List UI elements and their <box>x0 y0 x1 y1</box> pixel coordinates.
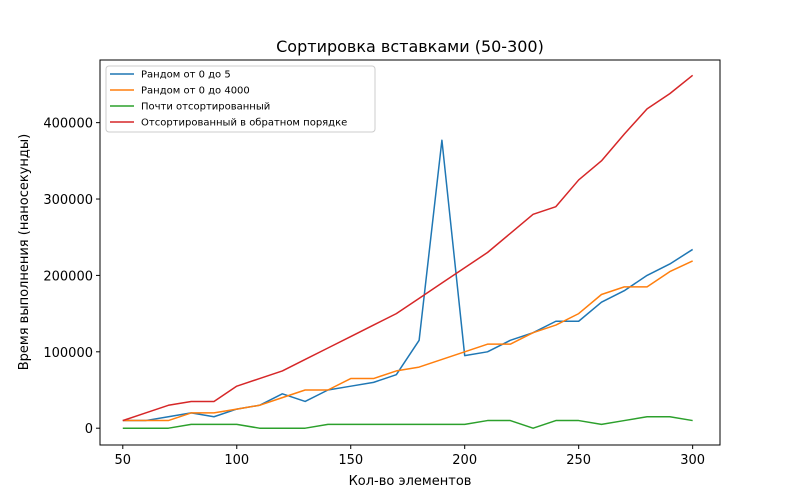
y-axis-ticks: 0 100000 200000 300000 400000 <box>43 117 100 437</box>
legend-label-4: Отсортированный в обратном порядке <box>141 118 347 129</box>
x-axis-label: Кол-во элементов <box>349 474 472 489</box>
x-tick-label: 200 <box>452 453 477 468</box>
y-axis-label: Время выполнения (наносекунды) <box>17 134 32 371</box>
x-axis-ticks: 50 100 150 200 250 300 <box>115 445 705 468</box>
y-tick-label: 200000 <box>43 269 93 284</box>
x-tick-label: 100 <box>224 453 249 468</box>
series-line-4 <box>122 74 694 422</box>
y-tick-label: 300000 <box>43 193 93 208</box>
axes-frame <box>99 59 721 446</box>
legend-box <box>105 65 376 133</box>
plot-area <box>99 59 721 446</box>
chart-title: Сортировка вставками (50-300) <box>276 37 544 56</box>
x-tick-label: 150 <box>338 453 363 468</box>
series-line-1 <box>122 139 694 422</box>
x-tick-label: 300 <box>680 453 705 468</box>
y-tick-label: 100000 <box>43 346 93 361</box>
legend-label-3: Почти отсортированный <box>141 102 270 113</box>
legend: Рандом от 0 до 5 Рандом от 0 до 4000 Почти… <box>105 65 376 133</box>
y-tick-label: 400000 <box>43 117 93 132</box>
x-tick-label: 50 <box>115 453 132 468</box>
series-lines <box>122 74 694 429</box>
y-tick-label: 0 <box>85 422 93 437</box>
legend-label-1: Рандом от 0 до 5 <box>141 70 231 81</box>
series-line-2 <box>122 260 693 422</box>
legend-label-2: Рандом от 0 до 4000 <box>141 86 250 97</box>
series-line-3 <box>122 415 693 429</box>
x-tick-label: 250 <box>566 453 591 468</box>
